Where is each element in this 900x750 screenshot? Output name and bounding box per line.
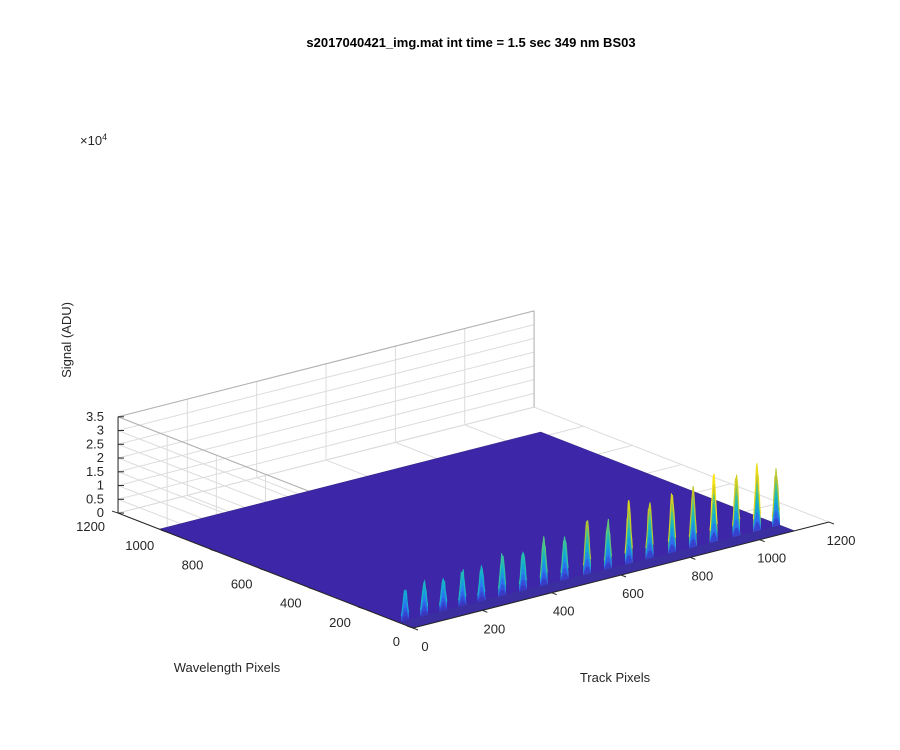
surface-front-strip [398, 525, 795, 628]
z-tick-label: 1.5 [86, 464, 104, 479]
surface-ridge-band [645, 550, 654, 560]
surface-ridge-band [420, 610, 429, 617]
surface-ridge-band [439, 606, 448, 612]
y-tick-label: 600 [231, 577, 253, 592]
back-wall-grid-line [117, 337, 535, 445]
surface-ridge-edge [400, 589, 410, 617]
y-tick-mark [259, 568, 266, 571]
y-tick-label: 1200 [76, 519, 105, 534]
x-tick-label: 400 [553, 604, 575, 619]
z-tick-label: 1 [97, 478, 104, 493]
z-tick-label: 2 [97, 450, 104, 465]
x-tick-label: 600 [622, 586, 644, 601]
back-wall-grid-line [117, 379, 535, 487]
surface-ridge-edge [624, 499, 633, 554]
y-tick-label: 800 [182, 557, 204, 572]
x-tick-label: 1000 [757, 551, 786, 566]
z-exponent-power: 4 [102, 132, 107, 142]
x-tick-label: 800 [692, 568, 714, 583]
surface-ridge-edge [439, 577, 448, 606]
surface-ridge-edge [419, 579, 429, 610]
y-tick-mark [308, 587, 315, 591]
y-tick-label: 1000 [125, 538, 154, 553]
surface-ridge-edge [582, 520, 592, 566]
y-tick-mark [406, 625, 414, 629]
x-tick-label: 0 [421, 639, 428, 654]
x-tick-mark [551, 592, 557, 596]
surface-ridge-band [519, 585, 527, 592]
y-tick-mark [357, 606, 364, 610]
surface-ridge-edge [645, 502, 654, 549]
back-wall-grid-line [117, 365, 535, 473]
x-tick-mark [759, 539, 765, 543]
tick-labels: 0200400600800100012000200400600800100012… [76, 409, 855, 654]
y-tick-mark [161, 529, 168, 533]
surface-ridge-edge [752, 463, 762, 520]
x-tick-mark [690, 556, 696, 560]
back-wall-grid-line [117, 324, 535, 432]
surface-ridge-band [560, 573, 569, 581]
surface-ridge-edge [539, 536, 548, 578]
z-tick-label: 3 [97, 423, 104, 438]
surface-ridge-edge [458, 569, 467, 601]
z-exponent-label: ×104 [80, 132, 107, 148]
y-tick-label: 400 [280, 596, 302, 611]
surface-ridge-edge [667, 493, 677, 542]
surface-ridge-edge [709, 473, 718, 531]
surface-ridge-band [709, 532, 718, 543]
surface-ridge-band [625, 554, 633, 565]
surface-ridge-edge [688, 486, 697, 537]
z-exponent-base: ×10 [80, 133, 102, 148]
surface-ridge-band [498, 589, 507, 597]
back-wall-grid-line [117, 406, 535, 514]
surface-ridge-band [689, 538, 697, 549]
surface-ridge-edge [477, 564, 486, 596]
surface-ridge-edge [771, 468, 781, 517]
x-tick-mark [412, 627, 419, 631]
surface-ridge-band [401, 616, 409, 622]
surface-ridge-band [732, 527, 741, 538]
x-tick-label: 200 [483, 621, 505, 636]
y-tick-label: 200 [329, 615, 351, 630]
surface-ridge-band [668, 544, 676, 554]
surface-ridge-edge [560, 536, 569, 573]
surface-ridge-band [477, 596, 486, 602]
x-tick-mark [828, 521, 835, 525]
chart-title: s2017040421_img.mat int time = 1.5 sec 3… [306, 35, 635, 50]
surface-ridge-band [753, 521, 761, 532]
surface-ridge-edge [497, 553, 507, 589]
z-axis-label: Signal (ADU) [59, 302, 74, 378]
surface-ridge-edge [518, 551, 527, 585]
z-tick-label: 2.5 [86, 436, 104, 451]
surface-ridge-band [604, 561, 612, 570]
x-axis-label: Track Pixels [580, 670, 651, 685]
surface-mesh [158, 431, 796, 629]
surface-ridge-edge [603, 518, 612, 561]
y-axis-label: Wavelength Pixels [174, 660, 281, 675]
x-tick-mark [620, 574, 627, 578]
axes-lines [111, 416, 835, 631]
y-tick-mark [111, 510, 119, 514]
surface-ridge-band [583, 566, 591, 576]
back-wall-grid-line [117, 351, 535, 459]
y-tick-mark [210, 548, 217, 552]
surface-floor [158, 431, 796, 629]
x-tick-label: 1200 [827, 533, 856, 548]
surface-ridge-band [458, 600, 467, 607]
z-tick-label: 0 [97, 505, 104, 520]
z-tick-label: 3.5 [86, 409, 104, 424]
z-tick-label: 0.5 [86, 491, 104, 506]
surface-ridge-band [772, 517, 780, 527]
box-edge [117, 310, 535, 418]
surface-ridge-band [540, 578, 548, 587]
y-tick-label: 0 [393, 634, 400, 649]
x-tick-mark [482, 609, 488, 613]
surface-ridge-edge [732, 474, 741, 526]
back-wall-grid-line [117, 392, 535, 500]
